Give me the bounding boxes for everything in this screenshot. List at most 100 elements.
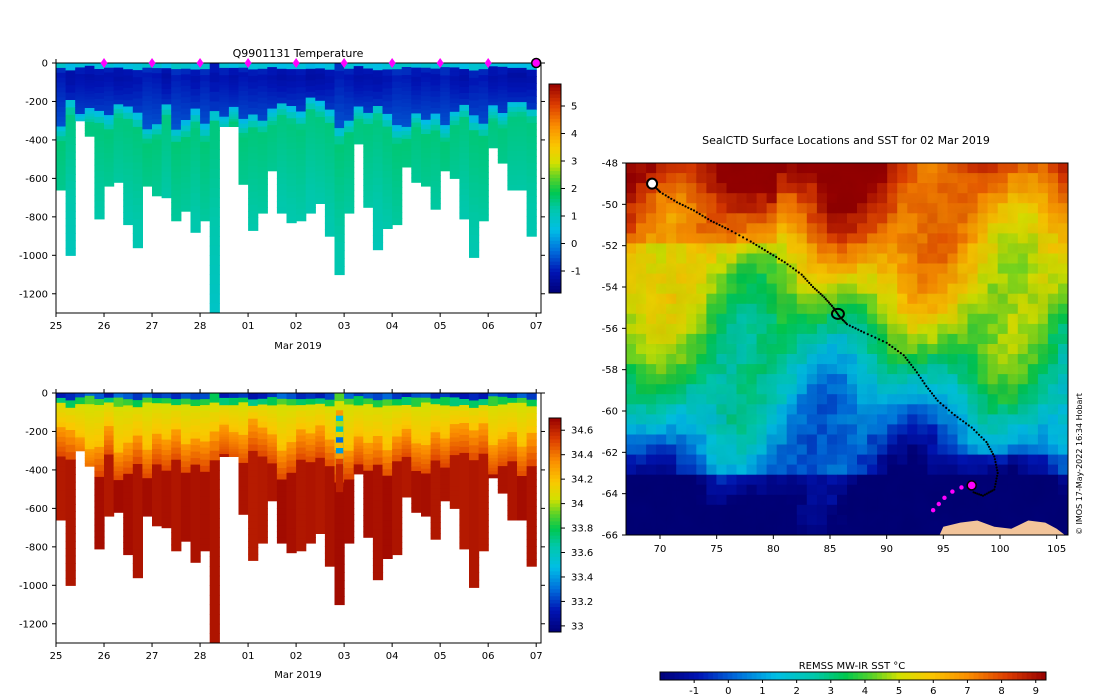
- profile-cell: [65, 489, 76, 498]
- profile-cell: [209, 91, 220, 102]
- profile-cell: [200, 93, 211, 100]
- colorbar-segment: [703, 672, 709, 680]
- map-x-tick-label: 85: [824, 544, 837, 555]
- profile-cell: [305, 416, 316, 423]
- profile-cell: [517, 146, 528, 152]
- profile-cell: [305, 178, 316, 185]
- sst-field: [626, 163, 1068, 535]
- profile-cell: [324, 136, 336, 144]
- profile-cell: [65, 166, 76, 175]
- profile-cell: [238, 156, 249, 162]
- profile-cell: [324, 69, 336, 77]
- track-point: [848, 324, 851, 327]
- profile-cell: [219, 102, 230, 106]
- profile-cell: [411, 131, 422, 137]
- profile-cell: [276, 178, 288, 185]
- profile-cell: [344, 109, 355, 116]
- profile-cell: [507, 141, 518, 147]
- profile-cell: [372, 134, 384, 143]
- profile-cell: [286, 191, 297, 199]
- profile-cell: [334, 515, 345, 524]
- profile-cell: [344, 404, 355, 411]
- profile-cell: [372, 450, 384, 459]
- profile-cell: [363, 448, 374, 455]
- profile-cell: [430, 449, 441, 456]
- profile-cell: [190, 108, 201, 116]
- track-point: [927, 387, 930, 390]
- colorbar-segment: [549, 174, 561, 179]
- profile-cell: [353, 128, 364, 132]
- profile-cell: [276, 97, 288, 104]
- sst-colorbar: -1 0 1 2 3 4 5 6 7 8 9: [659, 671, 1047, 697]
- profile-cell: [75, 87, 86, 91]
- profile-cell: [132, 219, 143, 227]
- profile-cell: [382, 494, 393, 502]
- profile-cell: [152, 180, 163, 187]
- profile-cell: [382, 183, 393, 191]
- profile-cell: [488, 458, 499, 462]
- profile-cell: [497, 151, 508, 156]
- profile-cell: [430, 141, 441, 148]
- profile-cell: [257, 514, 268, 521]
- profile-cell: [305, 184, 316, 191]
- profile-cell: [286, 448, 297, 455]
- profile-cell: [209, 604, 220, 615]
- profile-cell: [209, 479, 220, 490]
- profile-cell: [180, 450, 192, 457]
- profile-cell: [469, 549, 480, 558]
- profile-cell: [104, 487, 115, 493]
- profile-cell: [363, 470, 374, 477]
- profile-cell: [84, 438, 95, 442]
- profile-cell: [190, 225, 201, 233]
- track-point: [995, 477, 998, 480]
- profile-cell: [180, 467, 192, 474]
- colorbar-segment: [549, 574, 561, 579]
- profile-cell: [190, 451, 201, 459]
- colorbar-segment: [790, 672, 796, 680]
- profile-cell: [296, 496, 307, 503]
- profile-cell: [180, 63, 192, 70]
- x-tick-label: 05: [434, 651, 447, 662]
- colorbar-segment: [780, 672, 786, 680]
- colorbar-segment: [843, 672, 849, 680]
- profile-cell: [248, 553, 259, 561]
- profile-cell: [142, 100, 153, 107]
- profile-cell: [507, 146, 518, 152]
- profile-cell: [430, 102, 441, 109]
- colorbar-segment: [549, 585, 561, 590]
- profile-cell: [392, 535, 403, 543]
- profile-cell: [238, 397, 249, 403]
- profile-cell: [449, 94, 460, 100]
- profile-cell: [190, 82, 201, 90]
- profile-cell: [334, 233, 345, 243]
- profile-cell: [276, 132, 288, 139]
- profile-cell: [382, 82, 393, 90]
- profile-cell: [478, 69, 489, 76]
- profile-cell: [315, 484, 326, 491]
- track-point: [673, 199, 676, 202]
- profile-cell: [421, 435, 432, 441]
- profile-cell: [238, 86, 249, 92]
- profile-cell: [305, 97, 316, 104]
- profile-cell: [421, 176, 432, 182]
- profile-cell: [180, 154, 192, 161]
- profile-cell: [401, 71, 412, 76]
- profile-cell: [526, 222, 537, 231]
- profile-cell: [152, 108, 163, 115]
- profile-cell: [84, 460, 95, 464]
- salinity-y-axis: 0-200-400-600-800-1000-1200: [19, 389, 545, 630]
- profile-cell: [411, 118, 422, 124]
- profile-cell: [190, 154, 201, 162]
- profile-cell: [296, 399, 307, 406]
- profile-cell: [401, 95, 412, 100]
- profile-cell: [113, 67, 124, 73]
- profile-cell: [449, 76, 460, 82]
- track-point: [947, 409, 951, 412]
- colorbar-segment: [857, 672, 864, 680]
- profile-cell: [228, 441, 240, 445]
- profile-cell: [209, 556, 220, 567]
- profile-cell: [65, 159, 76, 168]
- temperature-panel: Q9901131 Temperature 0-200-400-600-800-1…: [19, 47, 581, 352]
- temperature-xlabel: Mar 2019: [274, 341, 322, 352]
